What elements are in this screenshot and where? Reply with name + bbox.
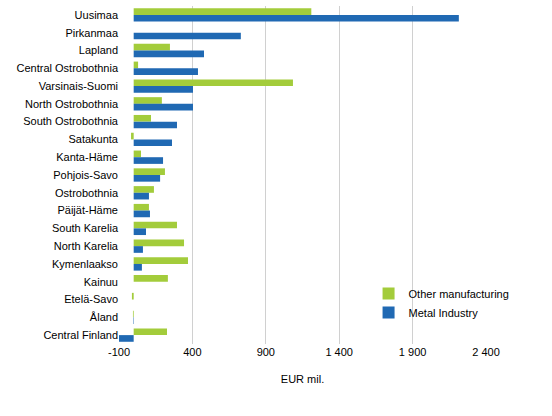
svg-text:Åland: Åland xyxy=(90,311,118,323)
svg-text:Kanta-Häme: Kanta-Häme xyxy=(56,151,118,163)
svg-text:Lapland: Lapland xyxy=(79,44,118,56)
svg-text:South Ostrobothnia: South Ostrobothnia xyxy=(23,115,119,127)
svg-text:Other manufacturing: Other manufacturing xyxy=(409,288,509,300)
svg-text:1 400: 1 400 xyxy=(325,346,353,358)
svg-text:Varsinais-Suomi: Varsinais-Suomi xyxy=(39,80,118,92)
svg-text:North Karelia: North Karelia xyxy=(54,240,119,252)
svg-text:Uusimaa: Uusimaa xyxy=(75,9,119,21)
svg-text:Kymenlaakso: Kymenlaakso xyxy=(52,258,118,270)
svg-text:Metal Industry: Metal Industry xyxy=(409,307,479,319)
svg-text:Ostrobothnia: Ostrobothnia xyxy=(55,187,119,199)
svg-text:Pirkanmaa: Pirkanmaa xyxy=(65,27,118,39)
svg-text:South Karelia: South Karelia xyxy=(52,222,119,234)
svg-text:Central Ostrobothnia: Central Ostrobothnia xyxy=(17,62,119,74)
svg-text:900: 900 xyxy=(257,346,275,358)
svg-text:Central Finland: Central Finland xyxy=(43,329,118,341)
svg-text:1 900: 1 900 xyxy=(399,346,427,358)
svg-text:-100: -100 xyxy=(108,346,130,358)
svg-text:400: 400 xyxy=(183,346,201,358)
svg-text:Pohjois-Savo: Pohjois-Savo xyxy=(53,169,118,181)
svg-text:Kainuu: Kainuu xyxy=(84,276,118,288)
svg-text:North Ostrobothnia: North Ostrobothnia xyxy=(25,98,119,110)
svg-text:Satakunta: Satakunta xyxy=(68,133,118,145)
svg-text:Etelä-Savo: Etelä-Savo xyxy=(64,293,118,305)
svg-text:Päijät-Häme: Päijät-Häme xyxy=(57,204,118,216)
svg-text:EUR mil.: EUR mil. xyxy=(281,373,324,385)
svg-text:2 400: 2 400 xyxy=(472,346,500,358)
